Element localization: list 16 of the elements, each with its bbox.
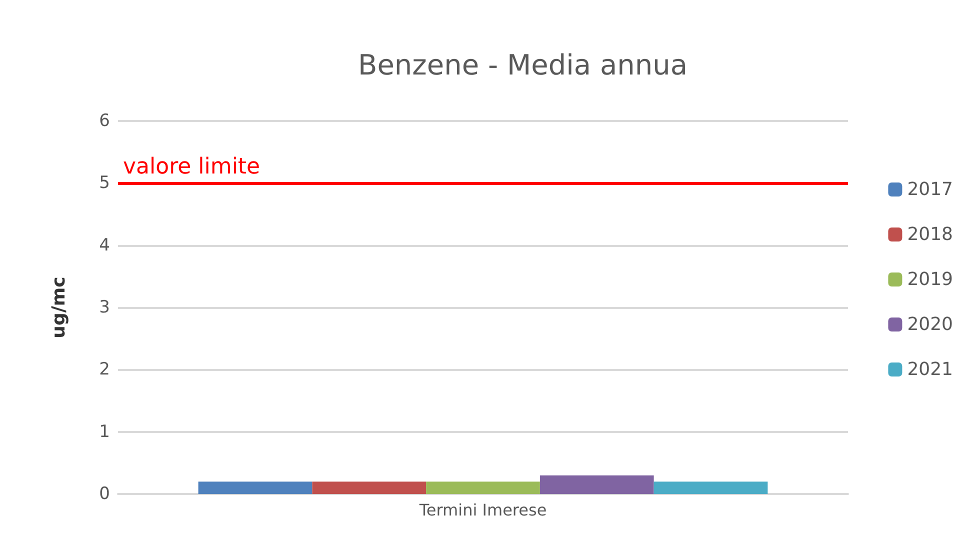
legend-label: 2020 (907, 314, 954, 335)
legend-label: 2019 (907, 269, 954, 290)
y-axis-title: ug/mc (48, 276, 70, 338)
ref-line-label: valore limite (123, 154, 260, 180)
y-tick-label: 5 (99, 173, 110, 194)
x-tick-label: Termini Imerese (418, 500, 547, 520)
chart-title: Benzene - Media annua (358, 48, 688, 82)
y-tick-label: 1 (99, 422, 110, 442)
y-tick-label: 3 (99, 298, 110, 318)
legend-label: 2021 (907, 359, 954, 380)
legend-label: 2018 (907, 224, 954, 245)
y-tick-label: 2 (99, 360, 110, 380)
y-tick-label: 0 (99, 484, 110, 504)
legend-label: 2017 (907, 179, 954, 200)
y-tick-label: 6 (99, 111, 110, 131)
y-tick-label: 4 (99, 235, 110, 256)
